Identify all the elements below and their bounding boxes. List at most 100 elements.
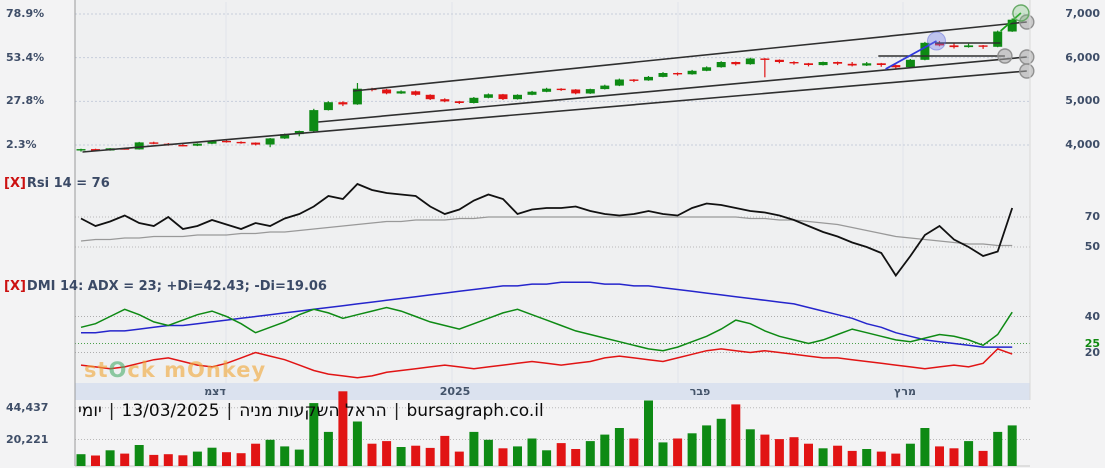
volume-bar	[891, 453, 901, 466]
volume-bar	[935, 446, 944, 466]
volume-bar	[323, 431, 333, 466]
volume-bar	[76, 454, 86, 466]
candle	[789, 62, 799, 64]
title-token-2: הראל השקעות מניה	[239, 401, 387, 421]
candle	[222, 140, 231, 143]
channel-bottom[interactable]	[82, 70, 1027, 153]
volume-bar	[556, 443, 566, 466]
volume-bar	[585, 441, 595, 466]
volume-bar	[265, 439, 275, 466]
volume-bar	[309, 403, 319, 466]
candle	[993, 31, 1003, 47]
candle	[1007, 19, 1017, 32]
candle	[658, 73, 668, 77]
candle	[192, 143, 202, 146]
volume-bar	[382, 441, 392, 466]
volume-bar	[949, 448, 959, 466]
channel-top[interactable]	[353, 21, 1027, 92]
candle	[935, 42, 944, 46]
candle	[483, 94, 493, 98]
volume-bar	[629, 438, 639, 466]
blue-trendline[interactable]	[885, 40, 937, 70]
title-separator: |	[393, 401, 400, 421]
price-axis-label: 5,000	[1065, 94, 1100, 108]
title-token-0: יומי	[78, 401, 102, 421]
candle	[542, 88, 552, 92]
candle	[716, 62, 726, 68]
volume-bar	[396, 447, 406, 466]
trendline-handle[interactable]	[1019, 63, 1035, 79]
volume-bar	[513, 446, 522, 466]
green-trendline[interactable]	[1000, 12, 1022, 32]
volume-bar	[847, 450, 857, 466]
volume-bar	[192, 451, 202, 466]
candle	[949, 45, 959, 48]
candle	[614, 79, 624, 86]
volume-bar	[702, 425, 712, 466]
volume-bar	[352, 421, 362, 466]
volume-bar	[178, 455, 188, 466]
dmi-close-button[interactable]: [X]	[4, 279, 26, 294]
volume-bar	[920, 428, 930, 466]
volume-bar	[134, 445, 144, 466]
volume-bar	[760, 434, 770, 466]
trendline-handle[interactable]	[997, 48, 1013, 64]
volume-bar	[862, 449, 872, 466]
candle	[91, 149, 100, 151]
rsi-line	[80, 182, 1014, 278]
volume-bar	[600, 434, 610, 466]
volume-bar	[454, 451, 464, 466]
candle	[862, 63, 872, 66]
rsi-close-button[interactable]: [X]	[4, 176, 26, 191]
month-label: פבר	[689, 384, 711, 398]
candle	[804, 63, 813, 65]
trendline-handle[interactable]	[1019, 49, 1035, 65]
rsi-indicator-label: [X]Rsi 14 = 76	[4, 176, 110, 191]
candle	[352, 88, 362, 105]
volume-bar	[687, 433, 697, 467]
price-axis-pct-label: 27.8%	[6, 94, 45, 108]
blue-endpoint-highlight[interactable]	[927, 31, 946, 51]
candle	[251, 142, 261, 145]
candle	[323, 102, 333, 111]
watermark: stOck mOnkey	[84, 358, 267, 382]
candle	[527, 91, 537, 95]
volume-bar	[498, 448, 508, 466]
candle	[309, 110, 319, 132]
price-axis-label: 7,000	[1065, 7, 1100, 20]
candle	[76, 149, 86, 151]
candle	[644, 76, 653, 81]
volume-bar	[876, 451, 886, 466]
candle	[382, 89, 392, 94]
volume-bar	[644, 400, 653, 466]
candle	[745, 58, 755, 65]
volume-bar	[469, 431, 479, 466]
month-label: מרץ	[894, 384, 916, 398]
title-separator: |	[226, 401, 233, 421]
volume-bar	[833, 445, 843, 466]
title-token-1: 13/03/2025	[121, 401, 220, 421]
volume-bar	[294, 449, 304, 466]
volume-bar	[571, 449, 581, 466]
volume-bar	[614, 428, 624, 466]
dmi-label-text: DMI 14: ADX = 23; +Di=42.43; -Di=19.06	[26, 279, 327, 294]
volume-bar	[818, 448, 828, 466]
candle	[760, 58, 770, 60]
candle	[585, 89, 595, 94]
channel-mid[interactable]	[318, 56, 1027, 123]
dmi-axis-label: 20	[1084, 345, 1100, 359]
candle	[207, 140, 217, 144]
volume-bar	[731, 404, 741, 466]
month-label: 2025	[439, 384, 471, 398]
volume-bar	[222, 452, 231, 466]
dmi-indicator-label: [X]DMI 14: ADX = 23; +Di=42.43; -Di=19.0…	[4, 279, 327, 294]
volume-bar	[105, 450, 115, 466]
candle	[920, 42, 930, 60]
candle	[425, 94, 435, 100]
volume-bar	[411, 445, 421, 466]
volume-bar	[251, 443, 261, 466]
dmi-axis-label: 40	[1084, 309, 1100, 323]
green-endpoint-highlight[interactable]	[1012, 4, 1030, 22]
